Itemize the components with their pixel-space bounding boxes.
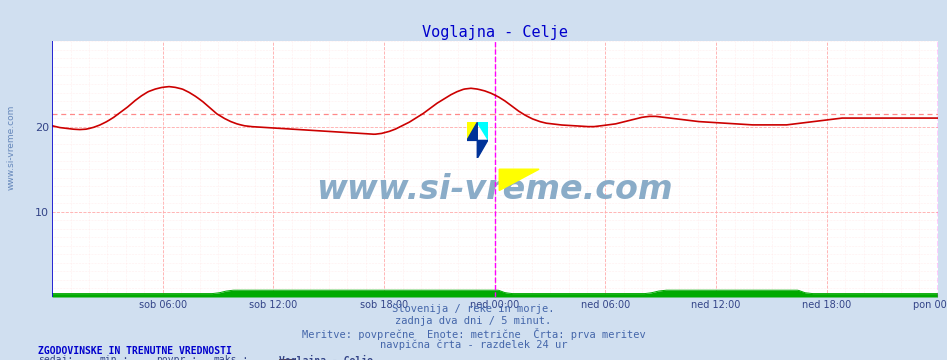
Polygon shape xyxy=(499,169,539,190)
Text: www.si-vreme.com: www.si-vreme.com xyxy=(316,173,673,206)
Title: Voglajna - Celje: Voglajna - Celje xyxy=(421,25,568,40)
Text: Slovenija / reke in morje.: Slovenija / reke in morje. xyxy=(392,304,555,314)
Text: sedaj:: sedaj: xyxy=(38,355,73,360)
Text: min.:: min.: xyxy=(99,355,129,360)
Text: Meritve: povprečne  Enote: metrične  Črta: prva meritev: Meritve: povprečne Enote: metrične Črta:… xyxy=(302,328,645,340)
Polygon shape xyxy=(477,122,488,140)
Text: navpična črta - razdelek 24 ur: navpična črta - razdelek 24 ur xyxy=(380,340,567,350)
Polygon shape xyxy=(467,122,477,140)
Polygon shape xyxy=(477,140,488,158)
Text: povpr.:: povpr.: xyxy=(156,355,197,360)
Text: maks.:: maks.: xyxy=(213,355,248,360)
Text: www.si-vreme.com: www.si-vreme.com xyxy=(7,105,16,190)
Text: Voglajna - Celje: Voglajna - Celje xyxy=(279,355,373,360)
Text: zadnja dva dni / 5 minut.: zadnja dva dni / 5 minut. xyxy=(396,316,551,326)
Text: ZGODOVINSKE IN TRENUTNE VREDNOSTI: ZGODOVINSKE IN TRENUTNE VREDNOSTI xyxy=(38,346,232,356)
Polygon shape xyxy=(467,122,477,140)
